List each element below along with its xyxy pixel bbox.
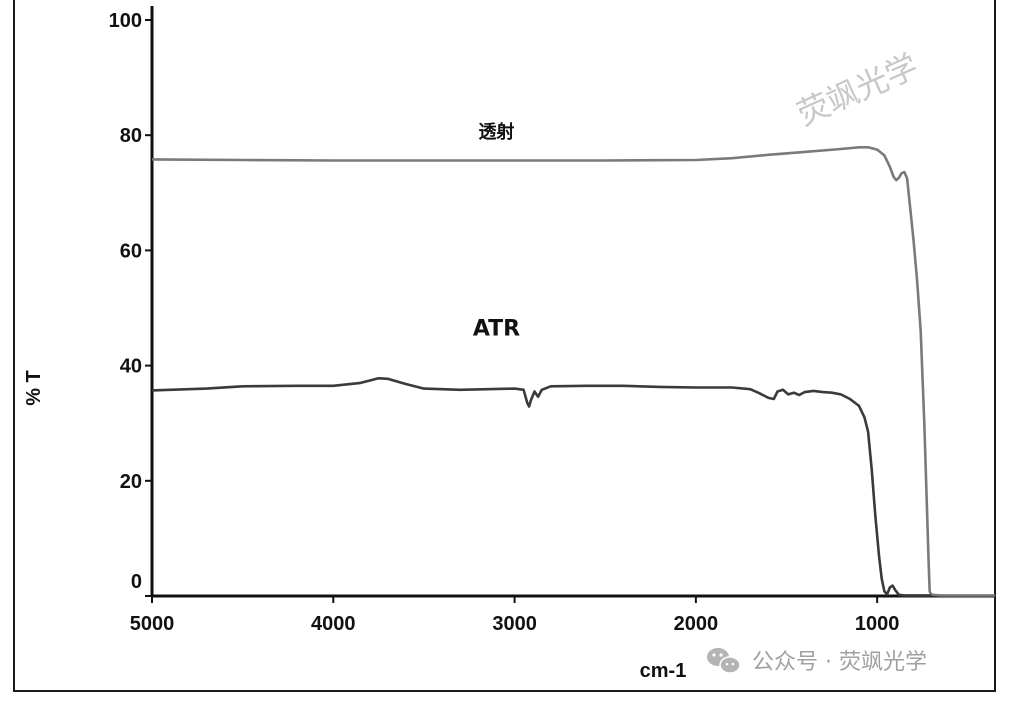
series-label-transmission: 透射 bbox=[478, 121, 514, 143]
series-layer bbox=[151, 146, 995, 597]
series-line-atr bbox=[151, 376, 932, 597]
footer-account-text: 公众号 · 荧飒光学 bbox=[752, 650, 927, 675]
y-tick-label: 60 bbox=[120, 240, 142, 262]
series-line-transmission bbox=[151, 146, 995, 597]
x-axis-title: cm-1 bbox=[640, 660, 687, 682]
x-axis-ticks: 5000 4000 3000 2000 1000 bbox=[130, 596, 900, 635]
x-tick-label: 3000 bbox=[492, 613, 537, 635]
series-label-atr: ATR bbox=[473, 317, 520, 342]
wechat-icon bbox=[707, 648, 741, 674]
y-tick-label: 20 bbox=[120, 471, 142, 493]
y-tick-label: 80 bbox=[120, 125, 142, 147]
y-tick-label: 0 bbox=[131, 571, 142, 593]
x-tick-label: 4000 bbox=[311, 613, 356, 635]
x-tick-label: 1000 bbox=[855, 613, 900, 635]
chart-frame bbox=[13, 0, 996, 692]
watermark-text: 荧飒光学 bbox=[791, 47, 923, 134]
x-tick-label: 5000 bbox=[130, 613, 175, 635]
y-axis-title: % T bbox=[23, 370, 45, 406]
x-tick-label: 2000 bbox=[674, 613, 719, 635]
y-axis-ticks: 0 20 40 60 80 100 bbox=[109, 10, 152, 597]
y-tick-label: 40 bbox=[120, 356, 142, 378]
y-tick-label: 100 bbox=[109, 10, 142, 32]
